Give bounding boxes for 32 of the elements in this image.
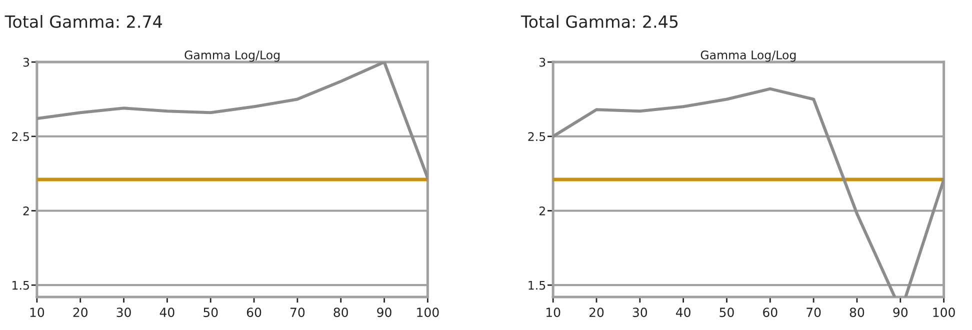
x-tick-label: 60 — [763, 308, 778, 318]
y-tick-label: 3 — [540, 58, 546, 67]
x-tick-label: 70 — [806, 308, 821, 318]
x-tick-label: 30 — [116, 308, 131, 318]
chart-subtitle: Gamma Log/Log — [700, 50, 796, 62]
chart-title: Total Gamma: 2.74 — [4, 15, 162, 28]
y-tick-label: 3 — [23, 58, 30, 67]
x-tick-label: 100 — [417, 308, 439, 318]
y-tick-label: 2 — [539, 206, 545, 216]
y-tick-label: 1.5 — [528, 280, 546, 290]
x-tick-label: 10 — [30, 308, 44, 318]
y-tick-label: 2.5 — [528, 132, 546, 142]
x-tick-label: 20 — [589, 308, 604, 318]
x-tick-label: 60 — [246, 308, 262, 318]
chart-subtitle: Gamma Log/Log — [184, 50, 280, 62]
x-tick-label: 50 — [204, 308, 218, 318]
x-tick-label: 90 — [893, 308, 908, 318]
x-tick-label: 10 — [546, 308, 560, 318]
y-tick-label: 1.5 — [12, 280, 29, 290]
x-tick-label: 90 — [377, 308, 392, 318]
x-tick-label: 20 — [73, 308, 88, 318]
x-tick-label: 100 — [933, 308, 955, 318]
x-tick-label: 40 — [160, 308, 174, 318]
x-tick-label: 70 — [290, 308, 305, 318]
chart-title: Total Gamma: 2.45 — [520, 15, 678, 28]
x-tick-label: 80 — [850, 308, 864, 318]
x-tick-label: 50 — [720, 308, 734, 318]
x-tick-label: 40 — [676, 308, 690, 318]
x-tick-label: 30 — [632, 308, 648, 318]
y-tick-label: 2 — [23, 206, 29, 216]
y-tick-label: 2.5 — [12, 132, 29, 142]
x-tick-label: 80 — [334, 308, 348, 318]
